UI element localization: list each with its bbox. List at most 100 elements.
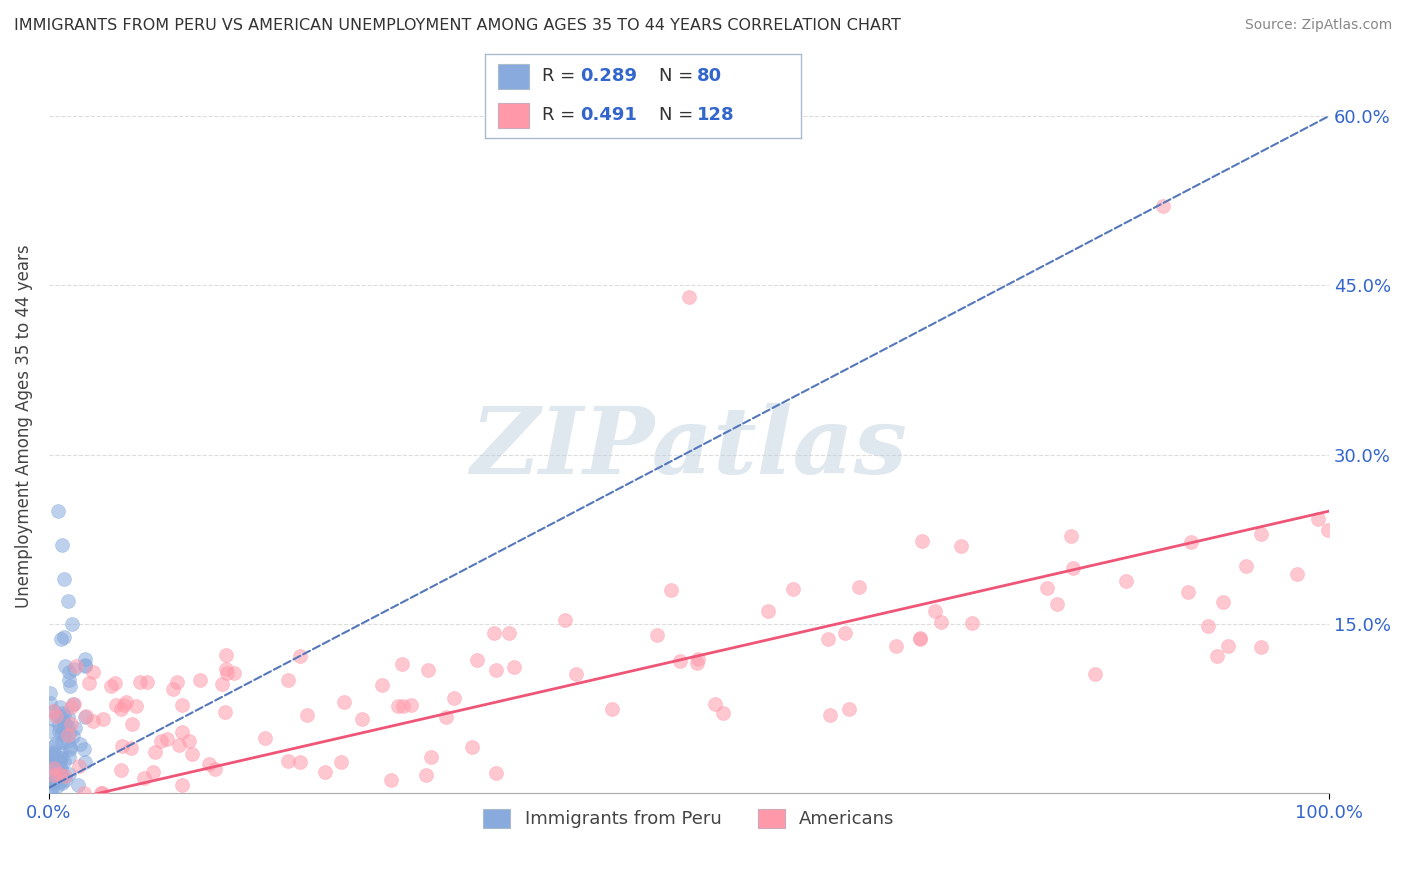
Point <box>58 665 80 679</box>
Point <box>371 678 394 692</box>
Point <box>49 699 72 714</box>
Point <box>416 663 439 677</box>
Point <box>124 699 146 714</box>
Point <box>46 708 69 723</box>
Point <box>52 723 75 737</box>
Point <box>600 702 623 716</box>
Point <box>75 709 97 723</box>
Text: 0.491: 0.491 <box>579 106 637 124</box>
Point <box>277 673 299 688</box>
Point <box>834 626 856 640</box>
Point <box>82 714 104 729</box>
Point <box>72 786 94 800</box>
Point <box>42 775 65 789</box>
Point <box>58 750 80 764</box>
Point <box>911 534 934 549</box>
Point <box>848 580 870 594</box>
Point <box>929 615 952 630</box>
Point <box>49 751 72 765</box>
Point <box>352 712 374 726</box>
Point <box>1236 558 1258 573</box>
Point <box>63 722 86 736</box>
Point <box>53 572 76 586</box>
Point <box>502 660 524 674</box>
Point <box>415 767 437 781</box>
Point <box>290 649 312 664</box>
Point <box>172 778 194 792</box>
Point <box>42 745 65 759</box>
Point <box>498 626 520 640</box>
Text: R =: R = <box>541 106 581 124</box>
Point <box>214 705 236 719</box>
Point <box>333 696 356 710</box>
Point <box>166 674 188 689</box>
Point <box>49 632 72 646</box>
Point <box>42 712 65 726</box>
Point <box>49 759 72 773</box>
Point <box>188 673 211 687</box>
Point <box>39 747 62 762</box>
Point <box>42 761 65 775</box>
Point <box>647 628 669 642</box>
Point <box>198 757 221 772</box>
Point <box>49 746 72 760</box>
Text: R =: R = <box>541 68 581 86</box>
Point <box>110 702 132 716</box>
Point <box>461 739 484 754</box>
Y-axis label: Unemployment Among Ages 35 to 44 years: Unemployment Among Ages 35 to 44 years <box>15 244 32 608</box>
Point <box>838 701 860 715</box>
Text: ZIPatlas: ZIPatlas <box>471 403 907 493</box>
Point <box>211 677 233 691</box>
Point <box>782 582 804 596</box>
Point <box>63 663 86 677</box>
Point <box>60 700 83 714</box>
Point <box>48 718 70 732</box>
Point <box>41 704 63 718</box>
Point <box>59 740 82 755</box>
Point <box>1084 667 1107 681</box>
Text: N =: N = <box>659 106 699 124</box>
Legend: Immigrants from Peru, Americans: Immigrants from Peru, Americans <box>477 802 901 836</box>
Point <box>704 697 727 711</box>
Point <box>49 762 72 776</box>
Point <box>162 682 184 697</box>
Point <box>330 756 353 770</box>
Point <box>52 714 75 729</box>
Point <box>120 740 142 755</box>
Point <box>58 725 80 739</box>
Point <box>1218 640 1240 654</box>
Point <box>443 690 465 705</box>
Point <box>52 706 75 720</box>
Point <box>52 755 75 769</box>
Point <box>391 657 413 672</box>
Point <box>434 710 457 724</box>
Bar <box>498 63 529 89</box>
Point <box>485 766 508 780</box>
Point <box>44 738 66 752</box>
Point <box>56 728 79 742</box>
Point <box>60 617 83 632</box>
Point <box>41 780 63 795</box>
Point <box>75 652 97 666</box>
Point <box>170 725 193 739</box>
Point <box>817 632 839 646</box>
Point <box>46 755 69 769</box>
Point <box>59 680 82 694</box>
Point <box>399 698 422 712</box>
Point <box>659 583 682 598</box>
Point <box>482 626 505 640</box>
Point <box>66 778 89 792</box>
Point <box>115 695 138 709</box>
Text: IMMIGRANTS FROM PERU VS AMERICAN UNEMPLOYMENT AMONG AGES 35 TO 44 YEARS CORRELAT: IMMIGRANTS FROM PERU VS AMERICAN UNEMPLO… <box>14 18 901 33</box>
Point <box>53 630 76 644</box>
Point <box>42 756 65 770</box>
Point <box>39 723 62 738</box>
Point <box>1206 649 1229 664</box>
Point <box>46 504 69 518</box>
Point <box>39 686 62 700</box>
Point <box>53 718 76 732</box>
Point <box>75 709 97 723</box>
Point <box>1286 566 1309 581</box>
Point <box>65 659 87 673</box>
Point <box>924 604 946 618</box>
